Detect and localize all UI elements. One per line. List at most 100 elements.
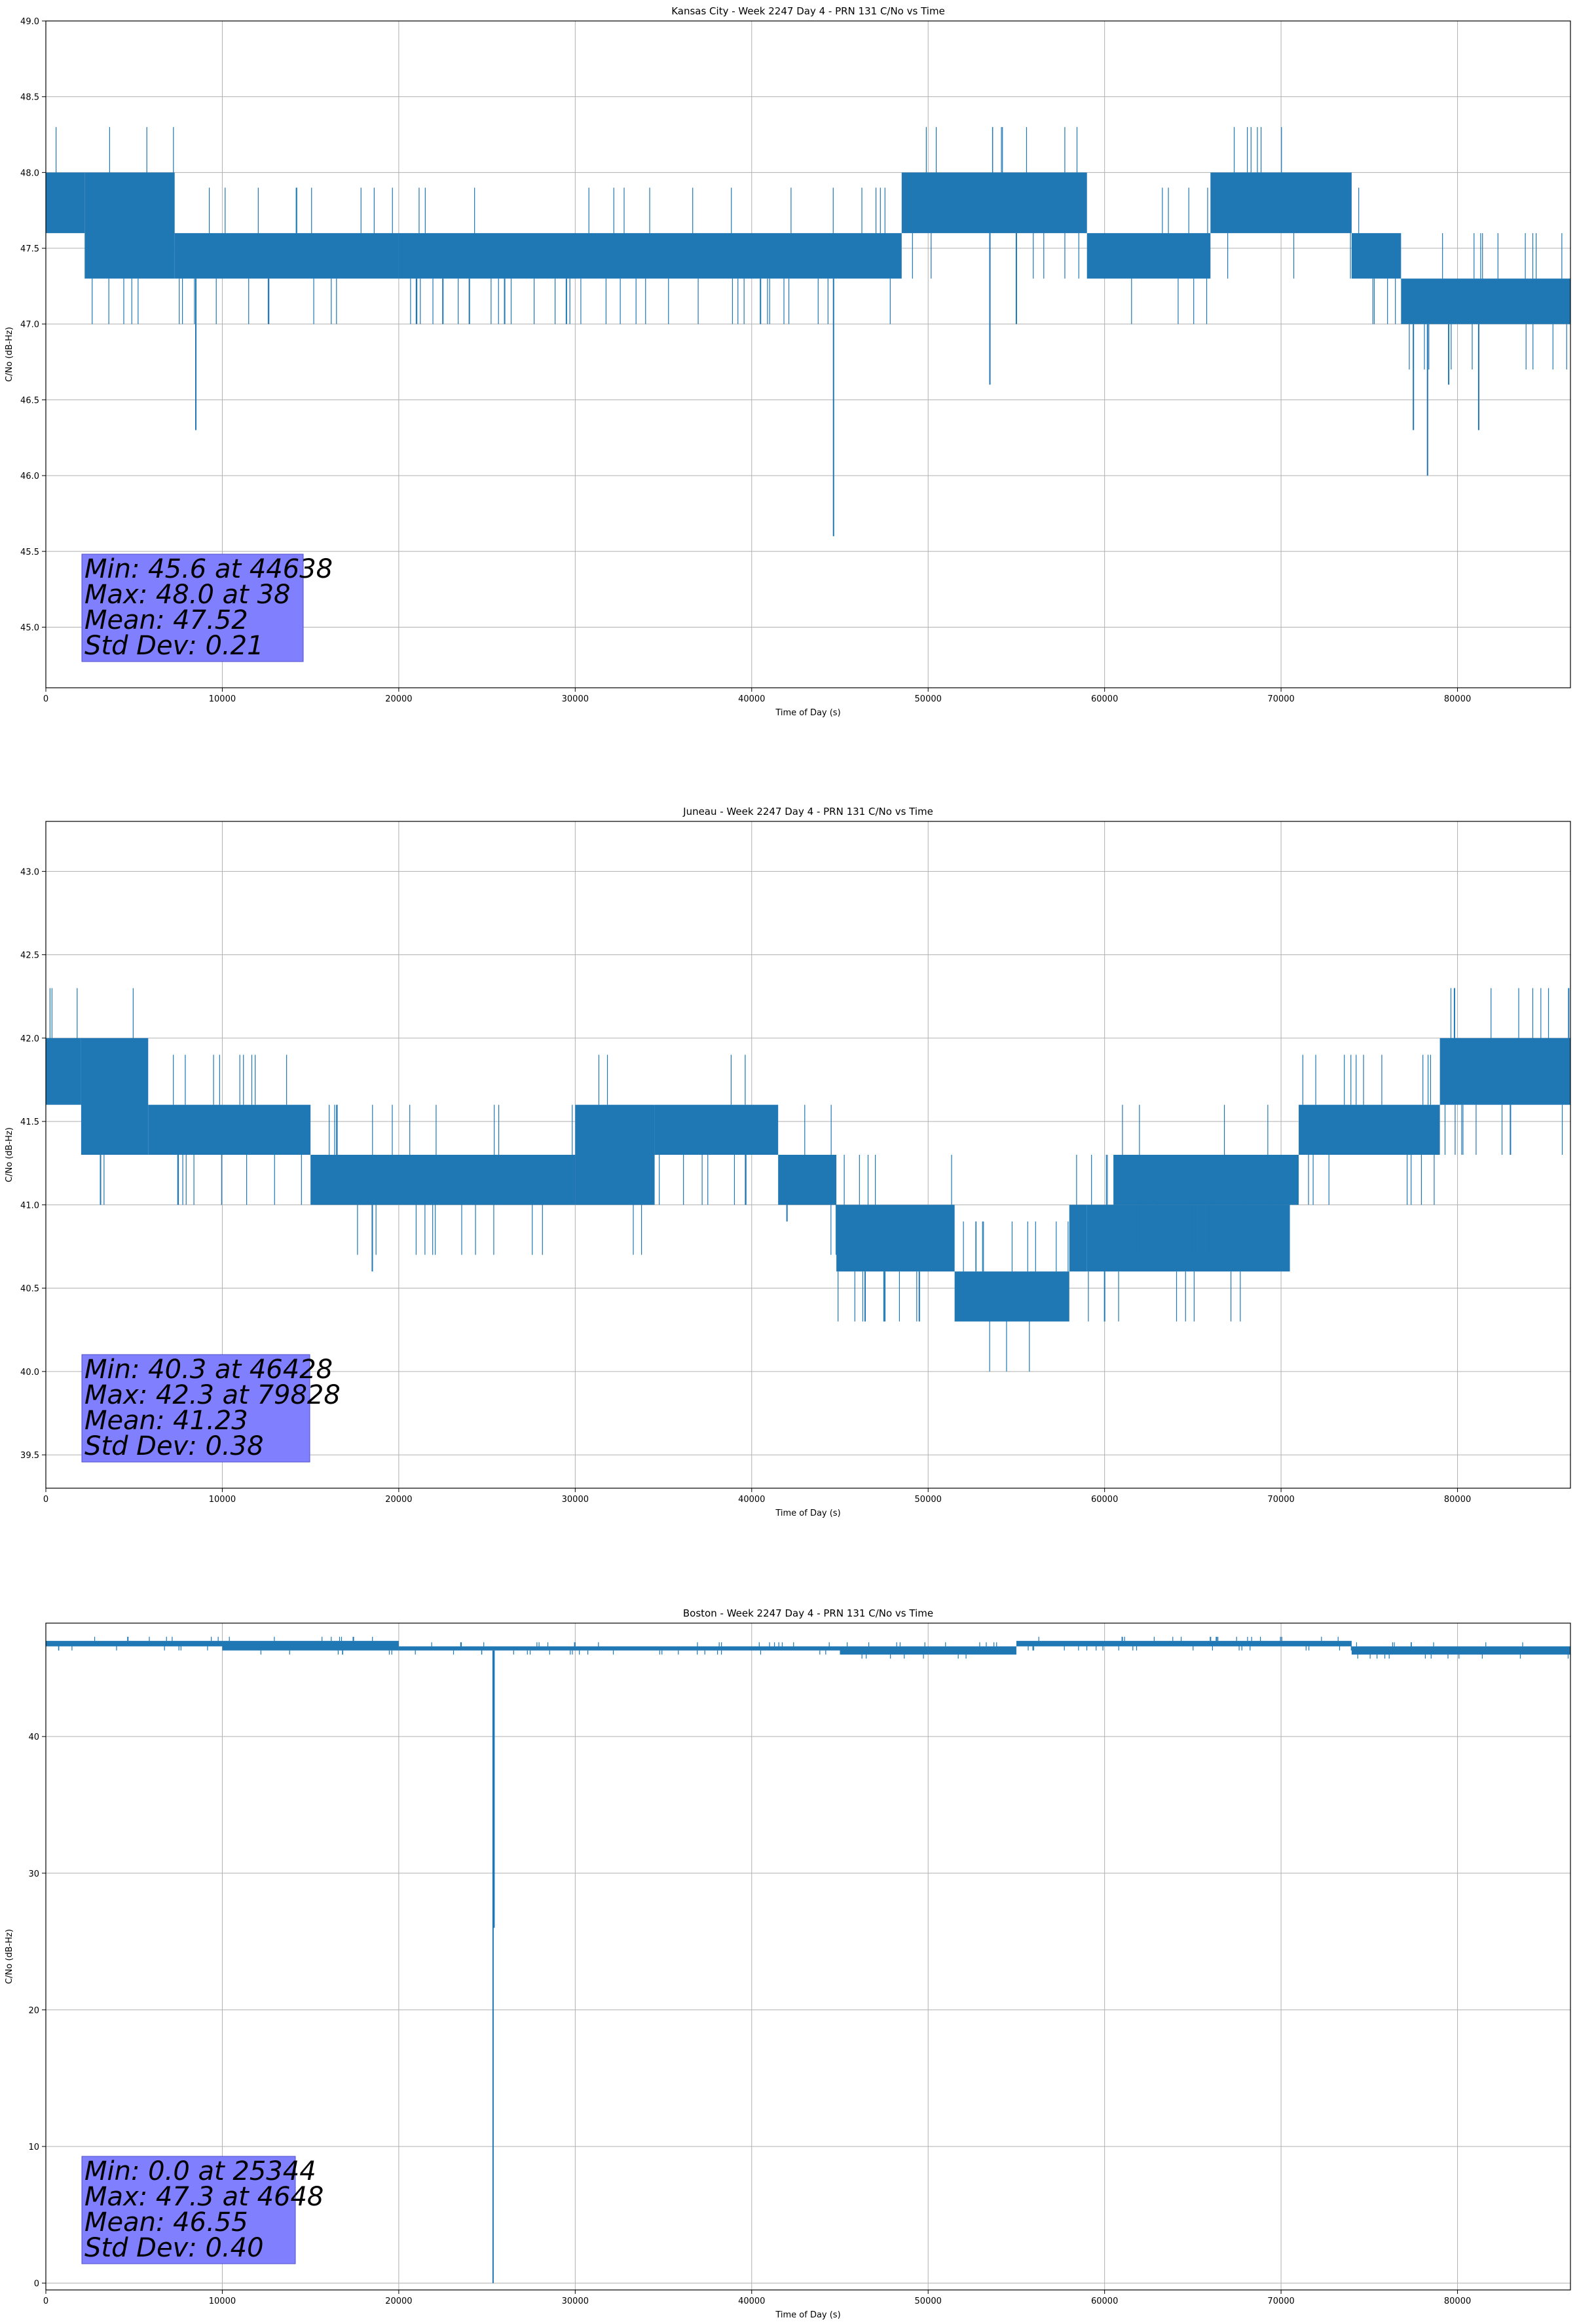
- x-tick-label: 50000: [915, 2296, 942, 2306]
- x-tick-label: 60000: [1091, 694, 1118, 704]
- y-tick-label: 49.0: [20, 17, 39, 27]
- stats-line: Max: 47.3 at 4648: [84, 2182, 324, 2212]
- x-tick-label: 0: [43, 694, 48, 704]
- stats-line: Std Dev: 0.21: [84, 631, 264, 661]
- x-tick-label: 30000: [562, 2296, 589, 2306]
- x-tick-label: 80000: [1444, 694, 1471, 704]
- x-tick-label: 0: [43, 1495, 48, 1505]
- y-tick-label: 48.0: [20, 168, 39, 178]
- x-tick-label: 50000: [915, 694, 942, 704]
- axes-frame: [45, 20, 1571, 688]
- data-band: [46, 1038, 81, 1105]
- stats-line: Min: 40.3 at 46428: [84, 1355, 333, 1385]
- x-tick-label: 40000: [738, 2296, 765, 2306]
- data-band: [1069, 1205, 1087, 1272]
- data-band: [954, 1271, 1069, 1322]
- data-band: [46, 172, 85, 233]
- data-band: [778, 1155, 837, 1205]
- data-band: [1016, 1641, 1352, 1647]
- y-tick-label: 39.5: [20, 1451, 39, 1461]
- chart-title: Juneau - Week 2247 Day 4 - PRN 131 C/No …: [682, 806, 933, 817]
- y-axis-label: C/No (dB-Hz): [5, 327, 14, 382]
- data-band: [1210, 172, 1352, 233]
- y-axis-label: C/No (dB-Hz): [5, 1127, 14, 1182]
- y-tick-label: 43.0: [20, 867, 39, 877]
- data-band: [901, 172, 1087, 233]
- x-tick-label: 40000: [738, 694, 765, 704]
- stats-line: Max: 48.0 at 38: [84, 580, 290, 610]
- stats-box: [81, 1354, 310, 1463]
- data-band: [654, 1104, 779, 1155]
- x-tick-label: 60000: [1091, 1495, 1118, 1505]
- data-band: [1351, 1646, 1570, 1655]
- data-band: [840, 1646, 1016, 1655]
- x-tick-label: 0: [43, 2296, 48, 2306]
- data-band: [46, 1641, 223, 1647]
- plot-area: [46, 1623, 1570, 2290]
- y-tick-label: 40.5: [20, 1284, 39, 1294]
- chart-panel-1: 0 10000 20000 30000 40000 50000 60000 70000 8000…: [5, 5, 1571, 718]
- stats-line: Min: 0.0 at 25344: [84, 2156, 316, 2186]
- y-tick-label: 45.0: [20, 623, 39, 633]
- data-band: [836, 1205, 955, 1272]
- x-tick-label: 30000: [562, 1495, 589, 1505]
- data-band: [84, 172, 175, 279]
- chart-title: Boston - Week 2247 Day 4 - PRN 131 C/No …: [683, 1607, 933, 1619]
- x-tick-label: 20000: [385, 694, 412, 704]
- series-line: [46, 1636, 1570, 2283]
- data-band: [1351, 233, 1401, 279]
- data-band: [575, 1104, 655, 1205]
- y-tick-label: 42.5: [20, 951, 39, 961]
- x-tick-label: 80000: [1444, 2296, 1471, 2306]
- stats-box: [81, 2156, 296, 2264]
- stats-line: Mean: 46.55: [84, 2207, 248, 2238]
- y-tick-label: 47.0: [20, 320, 39, 330]
- data-band: [1439, 1038, 1570, 1105]
- series-line: [46, 126, 1570, 536]
- stats-line: Min: 45.6 at 44638: [84, 554, 333, 584]
- stats-line: Std Dev: 0.40: [84, 2233, 264, 2263]
- chart-panel-3: 0 10000 20000 30000 40000 50000 60000 70000 8000…: [5, 1607, 1571, 2320]
- x-tick-label: 60000: [1091, 2296, 1118, 2306]
- x-tick-label: 10000: [209, 694, 236, 704]
- stats-line: Mean: 41.23: [84, 1406, 248, 1436]
- y-tick-label: 46.5: [20, 396, 39, 405]
- x-tick-label: 40000: [738, 1495, 765, 1505]
- y-tick-label: 47.5: [20, 244, 39, 254]
- x-tick-label: 70000: [1267, 2296, 1294, 2306]
- data-band: [174, 233, 399, 279]
- chart-title: Kansas City - Week 2247 Day 4 - PRN 131 …: [671, 5, 945, 17]
- data-band: [1299, 1104, 1440, 1155]
- data-band: [1113, 1155, 1299, 1205]
- axes-frame: [45, 1622, 1571, 2291]
- data-band: [222, 1641, 399, 1651]
- x-tick-label: 50000: [915, 1495, 942, 1505]
- data-band: [148, 1104, 311, 1155]
- data-band: [1086, 233, 1211, 279]
- y-tick-label: 45.5: [20, 548, 39, 557]
- axes-frame: [45, 821, 1571, 1489]
- y-tick-label: 42.0: [20, 1034, 39, 1044]
- x-tick-label: 30000: [562, 694, 589, 704]
- data-band: [398, 233, 902, 279]
- x-axis-label: Time of Day (s): [775, 1509, 840, 1518]
- chart-panel-2: 0 10000 20000 30000 40000 50000 60000 70000 8000…: [5, 806, 1571, 1518]
- x-tick-label: 20000: [385, 1495, 412, 1505]
- x-tick-label: 70000: [1267, 1495, 1294, 1505]
- stats-line: Mean: 47.52: [84, 605, 248, 635]
- y-tick-label: 10: [28, 2143, 39, 2152]
- x-tick-label: 10000: [209, 1495, 236, 1505]
- y-axis-label: C/No (dB-Hz): [5, 1929, 14, 1984]
- y-tick-label: 20: [28, 2006, 39, 2015]
- data-band: [1086, 1205, 1290, 1272]
- stats-line: Std Dev: 0.38: [84, 1431, 264, 1461]
- data-band: [1401, 278, 1570, 324]
- x-tick-label: 10000: [209, 2296, 236, 2306]
- y-tick-label: 40: [28, 1733, 39, 1742]
- x-tick-label: 70000: [1267, 694, 1294, 704]
- x-tick-label: 20000: [385, 2296, 412, 2306]
- y-tick-label: 40.0: [20, 1368, 39, 1378]
- data-band: [81, 1038, 149, 1155]
- series-line: [46, 988, 1570, 1372]
